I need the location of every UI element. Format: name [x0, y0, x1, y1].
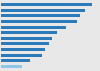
- Bar: [1, 3, 92, 6]
- Bar: [1, 14, 80, 17]
- Bar: [1, 31, 57, 34]
- Bar: [1, 9, 86, 12]
- Bar: [1, 65, 22, 68]
- Bar: [1, 48, 45, 51]
- Bar: [1, 42, 49, 46]
- Bar: [1, 25, 66, 29]
- Bar: [1, 20, 77, 23]
- Bar: [1, 59, 30, 62]
- Bar: [1, 37, 52, 40]
- Bar: [1, 54, 42, 57]
